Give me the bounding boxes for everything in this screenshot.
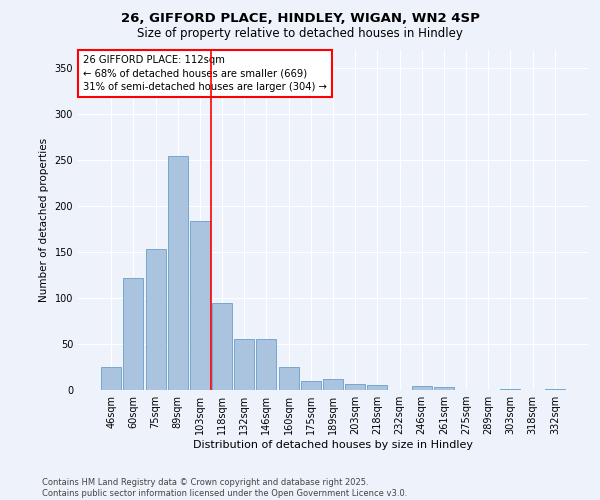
Bar [124, 278, 143, 390]
Bar [323, 379, 343, 390]
Text: Size of property relative to detached houses in Hindley: Size of property relative to detached ho… [137, 28, 463, 40]
X-axis label: Distribution of detached houses by size in Hindley: Distribution of detached houses by size … [193, 440, 473, 450]
Bar [256, 340, 277, 390]
Bar [146, 250, 166, 390]
Y-axis label: Number of detached properties: Number of detached properties [39, 138, 49, 302]
Bar [212, 302, 232, 390]
Bar [545, 389, 565, 390]
Bar [345, 384, 365, 390]
Text: 26 GIFFORD PLACE: 112sqm
← 68% of detached houses are smaller (669)
31% of semi-: 26 GIFFORD PLACE: 112sqm ← 68% of detach… [83, 55, 327, 92]
Bar [412, 386, 432, 390]
Bar [234, 340, 254, 390]
Bar [434, 387, 454, 390]
Bar [190, 221, 210, 390]
Bar [500, 389, 520, 390]
Bar [367, 386, 388, 390]
Text: 26, GIFFORD PLACE, HINDLEY, WIGAN, WN2 4SP: 26, GIFFORD PLACE, HINDLEY, WIGAN, WN2 4… [121, 12, 479, 26]
Bar [101, 367, 121, 390]
Bar [168, 156, 188, 390]
Bar [278, 367, 299, 390]
Text: Contains HM Land Registry data © Crown copyright and database right 2025.
Contai: Contains HM Land Registry data © Crown c… [42, 478, 407, 498]
Bar [301, 381, 321, 390]
